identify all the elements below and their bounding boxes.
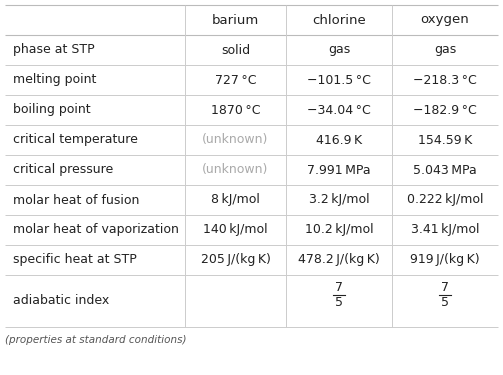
Text: specific heat at STP: specific heat at STP [13,254,137,267]
Text: molar heat of fusion: molar heat of fusion [13,194,139,207]
Text: (unknown): (unknown) [202,164,269,177]
Text: gas: gas [328,44,350,57]
Text: −101.5 °C: −101.5 °C [307,74,371,87]
Text: adiabatic index: adiabatic index [13,294,109,307]
Text: −218.3 °C: −218.3 °C [413,74,477,87]
Text: 5.043 MPa: 5.043 MPa [413,164,477,177]
Text: molar heat of vaporization: molar heat of vaporization [13,224,179,237]
Text: critical temperature: critical temperature [13,134,138,147]
Text: 5: 5 [335,296,343,309]
Text: (properties at standard conditions): (properties at standard conditions) [5,335,187,345]
Text: 727 °C: 727 °C [215,74,256,87]
Text: 3.41 kJ/mol: 3.41 kJ/mol [411,224,479,237]
Text: barium: barium [212,13,259,27]
Text: 5: 5 [441,296,449,309]
Text: oxygen: oxygen [421,13,469,27]
Text: −182.9 °C: −182.9 °C [413,104,477,117]
Text: critical pressure: critical pressure [13,164,113,177]
Text: phase at STP: phase at STP [13,44,95,57]
Text: melting point: melting point [13,74,97,87]
Text: 919 J/(kg K): 919 J/(kg K) [410,254,480,267]
Text: 0.222 kJ/mol: 0.222 kJ/mol [407,194,483,207]
Text: 478.2 J/(kg K): 478.2 J/(kg K) [298,254,380,267]
Text: 205 J/(kg K): 205 J/(kg K) [201,254,271,267]
Text: 3.2 kJ/mol: 3.2 kJ/mol [309,194,369,207]
Text: 7: 7 [335,281,343,294]
Text: −34.04 °C: −34.04 °C [307,104,371,117]
Text: 1870 °C: 1870 °C [211,104,260,117]
Text: 416.9 K: 416.9 K [316,134,362,147]
Text: 7.991 MPa: 7.991 MPa [307,164,371,177]
Text: 10.2 kJ/mol: 10.2 kJ/mol [305,224,373,237]
Text: 140 kJ/mol: 140 kJ/mol [203,224,268,237]
Text: boiling point: boiling point [13,104,91,117]
Text: (unknown): (unknown) [202,134,269,147]
Text: 154.59 K: 154.59 K [418,134,472,147]
Text: solid: solid [221,44,250,57]
Text: 7: 7 [441,281,449,294]
Text: chlorine: chlorine [312,13,366,27]
Text: gas: gas [434,44,456,57]
Text: 8 kJ/mol: 8 kJ/mol [211,194,260,207]
